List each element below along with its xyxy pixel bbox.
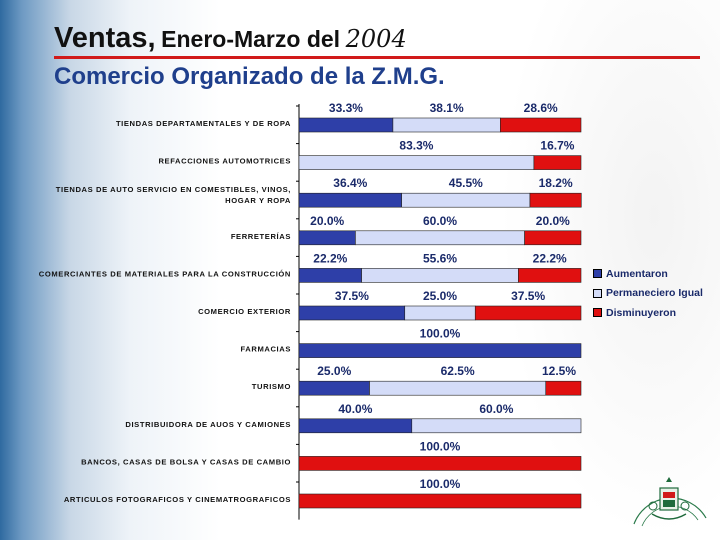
legend-label-permanecio: Permaneciero Igual [606,287,703,300]
data-label: 38.1% [430,101,464,115]
data-label: 22.2% [313,251,347,265]
category-label: FARMACIAS [240,345,291,354]
legend-swatch-permanecio [593,288,602,298]
title-divider [54,56,700,59]
bar-segment-disminuyeron [529,192,582,208]
legend-swatch-aumentaron [593,269,602,279]
bar-segment-disminuyeron [298,493,582,509]
category-label: TIENDAS DEPARTAMENTALES Y DE ROPA [116,119,291,128]
bar-segment-aumentaron [298,343,582,358]
category-label: COMERCIO EXTERIOR [198,307,291,316]
bar-segment-permanecio [369,380,547,396]
bar-segment-permanecio [392,117,501,133]
bar-segment-aumentaron [298,192,402,208]
legend-item-permanecio: Permaneciero Igual [593,284,703,304]
page-title: Ventas, Enero-Marzo del 2004 [54,22,407,55]
category-label: ARTICULOS FOTOGRAFICOS Y CINEMATROGRAFIC… [64,495,291,504]
legend-swatch-disminuyeron [593,308,602,318]
data-label: 83.3% [399,139,433,153]
data-label: 60.0% [479,402,513,416]
legend-label-aumentaron: Aumentaron [606,267,668,280]
bar-segment-disminuyeron [518,268,582,283]
data-label: 18.2% [539,176,573,190]
category-label: REFACCIONES AUTOMOTRICES [158,157,291,166]
camara-de-comercio-seal-logo [633,477,707,527]
bar-segment-disminuyeron [298,456,582,471]
title-year: 2004 [345,25,407,53]
page-subtitle: Comercio Organizado de la Z.M.G. [54,63,445,90]
data-label: 12.5% [542,364,576,378]
chart-legend: Aumentaron Permaneciero Igual Disminuyer… [593,264,703,323]
data-label: 60.0% [423,214,457,228]
data-label: 16.7% [540,139,574,153]
data-label: 33.3% [329,101,363,115]
data-label: 20.0% [310,214,344,228]
data-label: 100.0% [420,327,461,341]
data-label: 37.5% [511,289,545,303]
bar-segment-aumentaron [298,418,413,434]
data-label: 62.5% [441,364,475,378]
category-label: COMERCIANTES DE MATERIALES PARA LA CONST… [39,269,291,278]
bar-segment-aumentaron [298,380,370,396]
data-label: 36.4% [333,176,367,190]
bar-segment-disminuyeron [545,380,582,396]
data-label: 55.6% [423,251,457,265]
category-label: TIENDAS DE AUTO SERVICIO EN COMESTIBLES,… [56,185,291,205]
category-label: TURISMO [252,382,291,391]
legend-item-disminuyeron: Disminuyeron [593,303,703,323]
data-label: 20.0% [536,214,570,228]
bar-segment-permanecio [355,230,525,246]
data-label: 28.6% [524,101,558,115]
data-label: 40.0% [338,402,372,416]
data-label: 22.2% [533,251,567,265]
data-label: 25.0% [317,364,351,378]
bar-segment-disminuyeron [524,230,582,246]
bar-segment-disminuyeron [500,117,582,133]
data-label: 25.0% [423,289,457,303]
bar-segment-permanecio [401,192,531,208]
bar-segment-permanecio [361,268,519,283]
title-main: Ventas, [54,22,156,54]
bar-segment-aumentaron [298,305,406,321]
bar-segment-permanecio [404,305,476,321]
data-label: 100.0% [420,439,461,453]
title-range: Enero-Marzo del [161,26,341,52]
data-label: 100.0% [420,477,461,491]
bar-segment-permanecio [298,155,535,170]
data-label: 45.5% [449,176,483,190]
bar-segment-aumentaron [298,230,356,246]
legend-item-aumentaron: Aumentaron [593,264,703,284]
category-label: DISTRIBUIDORA DE AUOS Y CAMIONES [125,420,291,429]
bar-segment-disminuyeron [474,305,582,321]
bar-segment-permanecio [411,418,582,434]
bar-segment-aumentaron [298,117,394,133]
bar-segment-disminuyeron [533,155,582,170]
bar-segment-aumentaron [298,268,362,283]
category-label: FERRETERÍAS [231,232,291,241]
legend-label-disminuyeron: Disminuyeron [606,306,677,319]
category-label: BANCOS, CASAS DE BOLSA Y CASAS DE CAMBIO [81,457,291,466]
data-label: 37.5% [335,289,369,303]
